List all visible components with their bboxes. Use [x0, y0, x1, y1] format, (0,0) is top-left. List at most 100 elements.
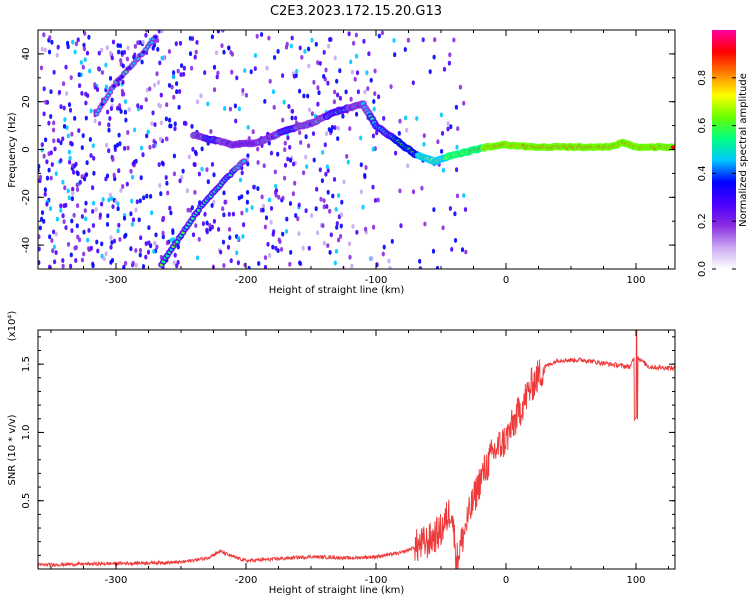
noise-speck [411, 189, 416, 195]
noise-speck [422, 141, 426, 147]
noise-speck [240, 210, 244, 216]
noise-speck [328, 208, 332, 214]
noise-speck [333, 125, 337, 130]
noise-speck [175, 81, 179, 86]
noise-speck [288, 201, 293, 206]
noise-speck [231, 211, 235, 217]
noise-speck [67, 195, 71, 201]
noise-speck [61, 179, 65, 185]
noise-speck [119, 58, 123, 63]
noise-speck [82, 46, 86, 52]
noise-speck [159, 92, 163, 98]
noise-speck [376, 197, 380, 203]
noise-speck [44, 137, 48, 143]
noise-speck [359, 162, 363, 168]
noise-speck [42, 32, 46, 38]
noise-speck [398, 118, 402, 124]
noise-speck [447, 60, 451, 66]
x-tick-label: 0 [503, 575, 509, 586]
noise-speck [197, 237, 201, 242]
noise-speck [431, 248, 436, 254]
noise-speck [221, 206, 225, 212]
noise-speck [432, 54, 436, 60]
noise-speck [325, 204, 329, 209]
noise-speck [373, 198, 378, 203]
noise-speck [286, 135, 290, 141]
noise-speck [450, 247, 454, 252]
noise-speck [228, 227, 232, 232]
noise-speck [69, 263, 73, 269]
noise-speck [336, 125, 340, 131]
noise-speck [56, 138, 60, 143]
noise-speck [276, 49, 280, 54]
noise-speck [159, 191, 163, 197]
noise-speck [251, 129, 255, 135]
noise-speck [42, 153, 46, 159]
noise-speck [49, 150, 53, 156]
noise-speck [337, 193, 341, 198]
noise-speck [121, 79, 125, 85]
noise-speck [228, 235, 232, 241]
x-tick-label: 0 [503, 275, 509, 286]
noise-speck [339, 234, 343, 239]
noise-speck [147, 225, 151, 231]
noise-speck [283, 147, 287, 153]
noise-speck [158, 183, 162, 188]
noise-speck [145, 87, 149, 93]
noise-speck [105, 173, 110, 179]
noise-speck [47, 120, 51, 126]
y-tick-label: -20 [21, 189, 32, 205]
noise-speck [249, 69, 253, 75]
x-tick-label: 100 [626, 575, 645, 586]
diagonal-trace-point [242, 159, 246, 163]
noise-speck [226, 244, 231, 250]
noise-speck [448, 52, 452, 58]
noise-speck [455, 193, 460, 199]
noise-speck [172, 171, 176, 177]
noise-speck [110, 240, 114, 245]
noise-speck [411, 80, 415, 86]
noise-speck [191, 232, 196, 238]
noise-speck [458, 84, 462, 90]
noise-speck [80, 145, 84, 151]
noise-speck [131, 217, 136, 223]
noise-speck [194, 223, 198, 229]
noise-speck [108, 116, 112, 121]
noise-speck [121, 63, 125, 69]
noise-speck [52, 244, 57, 250]
noise-speck [212, 172, 216, 178]
noise-speck [289, 250, 293, 255]
noise-speck [164, 175, 168, 180]
noise-speck [75, 187, 80, 192]
noise-speck [222, 212, 226, 218]
noise-speck [446, 126, 450, 132]
noise-speck [105, 45, 109, 51]
noise-speck [236, 235, 241, 241]
noise-speck [125, 56, 129, 62]
noise-speck [217, 227, 221, 232]
noise-speck [318, 167, 322, 173]
noise-speck [366, 86, 370, 91]
noise-speck [76, 37, 80, 43]
noise-speck [262, 163, 266, 169]
noise-speck [88, 68, 92, 74]
noise-speck [324, 67, 328, 73]
noise-speck [206, 101, 210, 107]
noise-speck [338, 68, 342, 74]
noise-speck [325, 164, 329, 170]
noise-speck [66, 188, 70, 194]
noise-speck [77, 72, 81, 78]
noise-speck [66, 40, 70, 46]
noise-speck [464, 249, 468, 255]
upper-trace-point [136, 57, 140, 61]
noise-speck [139, 235, 143, 241]
noise-speck [365, 70, 369, 76]
noise-speck [86, 237, 90, 243]
noise-speck [220, 43, 224, 48]
noise-speck [174, 41, 178, 47]
noise-speck [176, 244, 180, 250]
noise-speck [290, 115, 294, 121]
noise-speck [117, 222, 121, 228]
noise-speck [59, 104, 63, 110]
noise-speck [230, 51, 234, 57]
